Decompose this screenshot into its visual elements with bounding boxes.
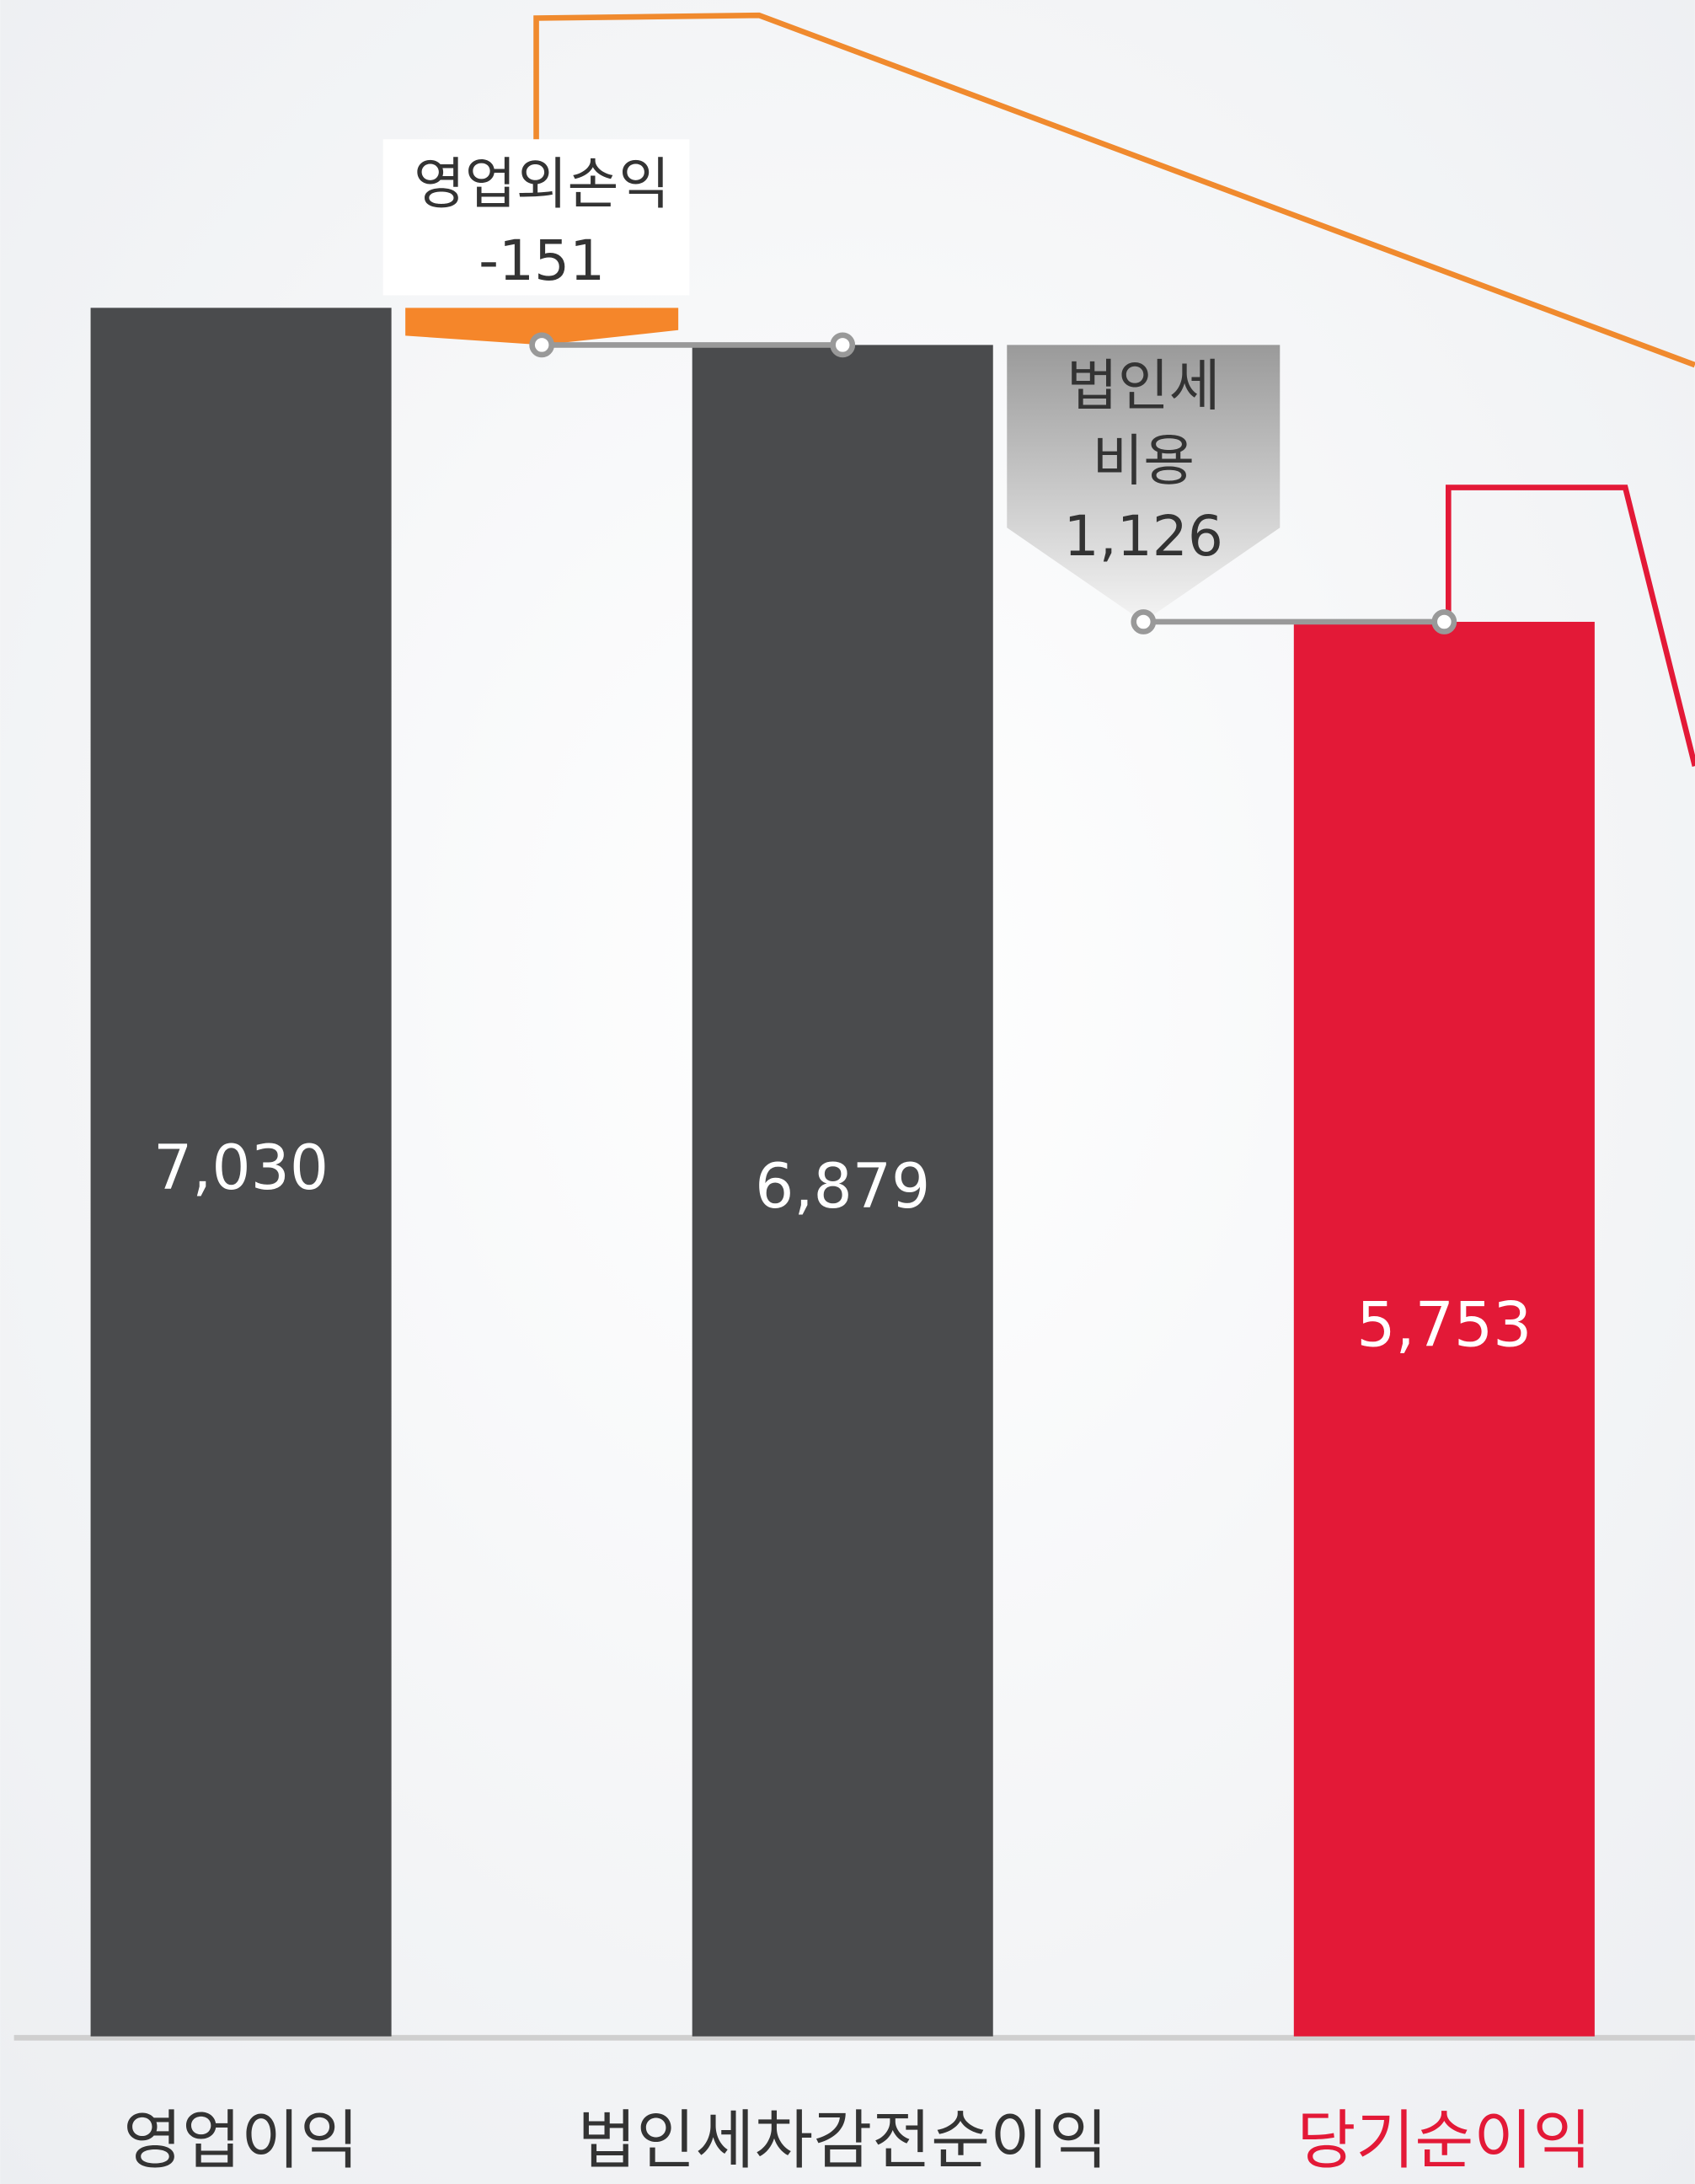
step-label: 영업외손익	[414, 152, 670, 217]
step-value: 1,126	[1064, 504, 1223, 569]
connector-dot	[1131, 609, 1157, 634]
decor-line	[1445, 484, 1695, 767]
value-label: 7,030	[153, 1132, 329, 1204]
category-label: 법인세차감전순이익	[577, 2103, 1108, 2178]
connector-dot	[830, 332, 856, 358]
bar	[90, 308, 392, 2037]
bar	[1293, 621, 1595, 2037]
category-label: 당기순이익	[1297, 2103, 1591, 2178]
decor-line	[533, 12, 1695, 368]
connector-dot	[1431, 609, 1457, 634]
bar	[692, 345, 993, 2037]
category-label: 영업이익	[123, 2103, 359, 2178]
step-bar	[1007, 345, 1281, 622]
step-label: 비용	[1092, 429, 1195, 494]
step-value: -151	[479, 228, 605, 293]
value-label: 5,753	[1356, 1289, 1532, 1361]
connector-dot	[529, 332, 555, 358]
step-bar	[405, 308, 679, 345]
label-box	[382, 139, 690, 296]
step-label: 법인세	[1067, 353, 1220, 418]
value-label: 6,879	[755, 1151, 930, 1223]
